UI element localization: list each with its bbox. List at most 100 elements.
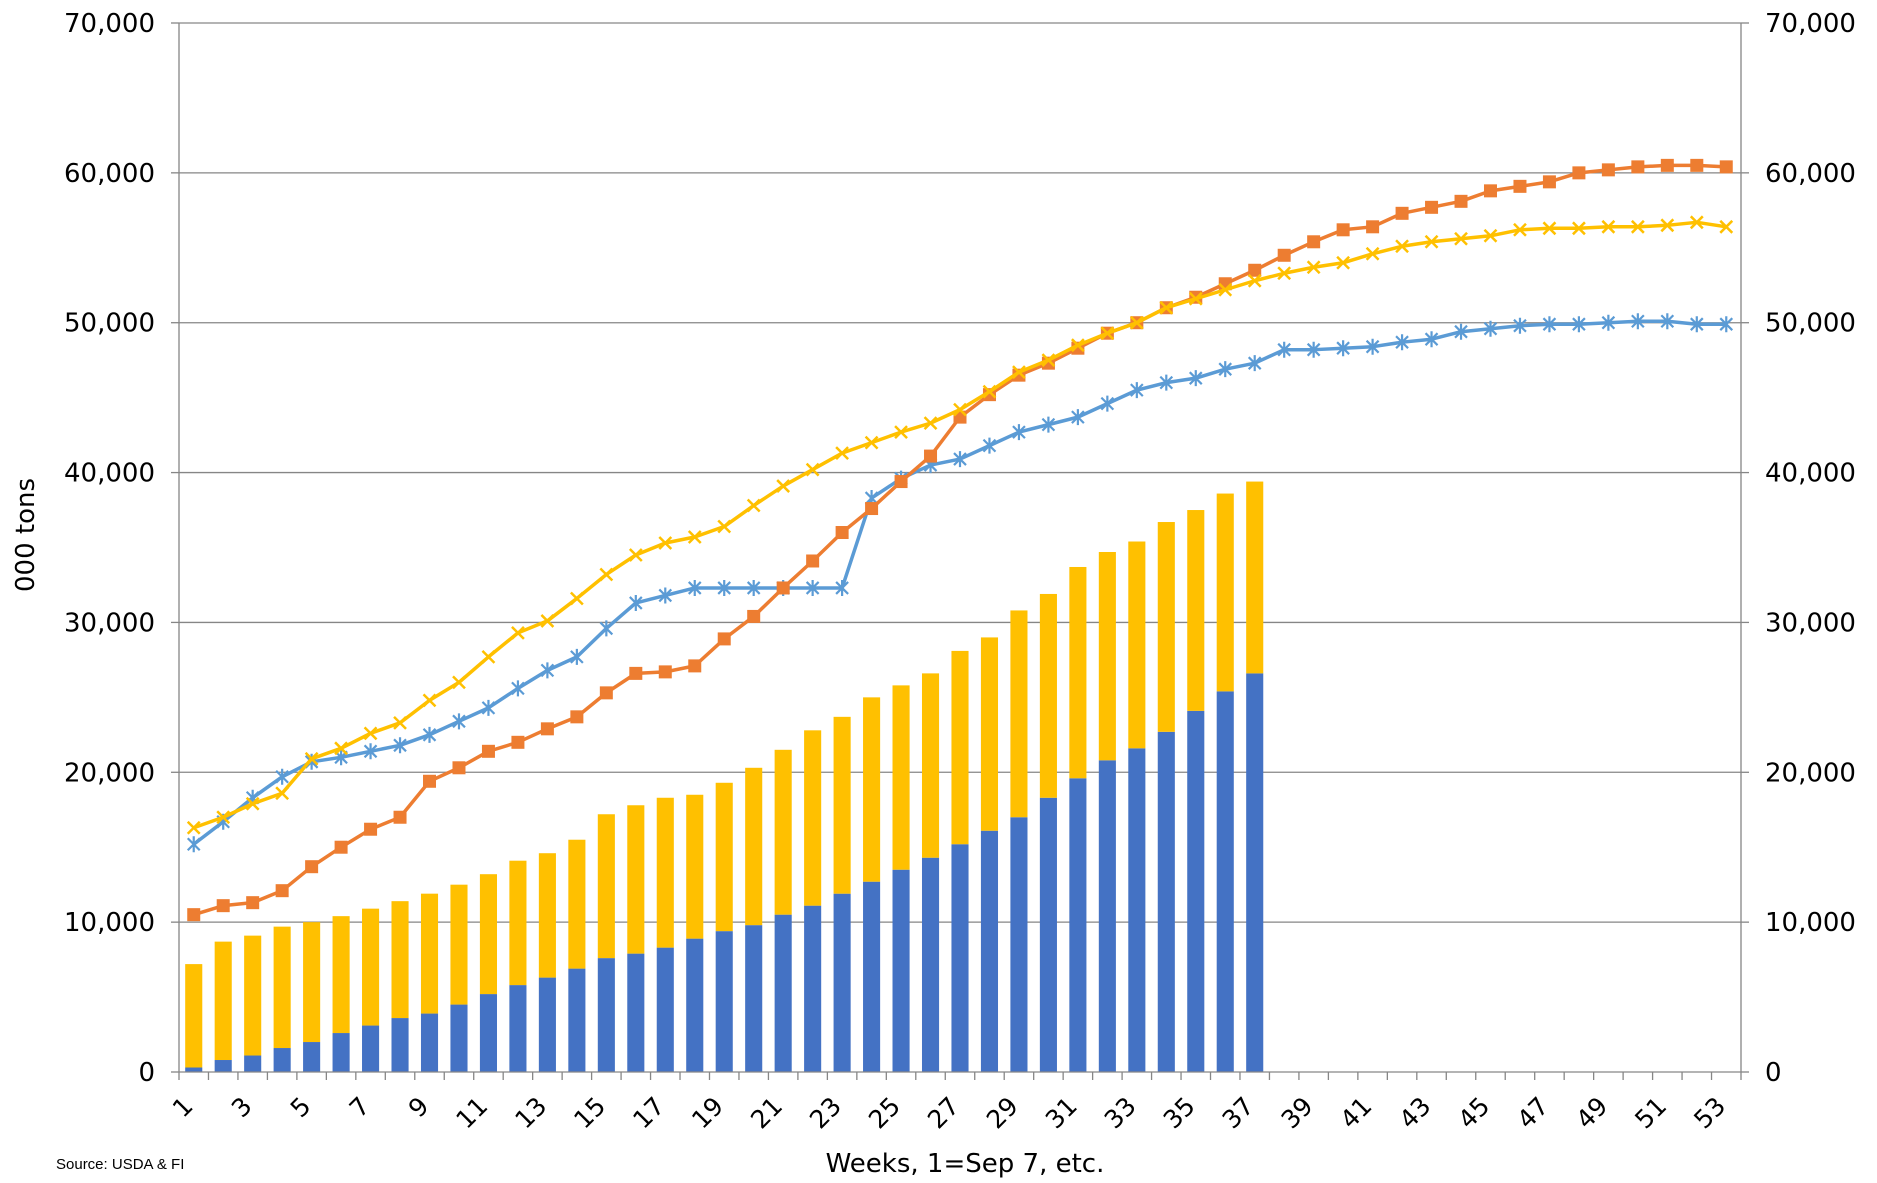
line-point — [1395, 206, 1409, 220]
line-point — [1572, 316, 1586, 333]
line-point — [452, 675, 466, 690]
line-point — [746, 579, 761, 596]
bar-bottom — [362, 1025, 380, 1072]
line-point — [1424, 234, 1439, 249]
line-point — [363, 743, 378, 760]
line-point — [835, 579, 849, 596]
line-point — [481, 699, 496, 716]
line-point — [717, 579, 732, 596]
bar-series — [185, 481, 1264, 1072]
line-point — [1129, 315, 1144, 330]
line-point — [1306, 260, 1321, 275]
line-point — [1454, 323, 1468, 340]
line-point — [1247, 273, 1262, 288]
bar-bottom — [568, 968, 586, 1072]
bar-top — [597, 814, 615, 959]
line-point — [599, 567, 614, 582]
line-point — [1336, 223, 1350, 237]
line-point — [1719, 219, 1734, 234]
bar-top — [892, 685, 910, 870]
line-point — [1395, 239, 1409, 254]
line-point — [1690, 316, 1704, 333]
line-point — [1483, 184, 1497, 198]
y-tick-label: 20,000 — [64, 758, 155, 788]
axes — [171, 22, 1749, 1080]
line-point — [1660, 218, 1675, 233]
line-point — [1188, 291, 1203, 306]
bar-top — [1157, 522, 1175, 732]
y2-tick-label: 30,000 — [1765, 608, 1856, 638]
bar-top — [185, 964, 203, 1068]
line-point — [1336, 340, 1350, 357]
line-point — [452, 713, 466, 730]
line-point — [393, 737, 407, 754]
line-point — [1336, 255, 1351, 270]
line-point — [481, 650, 496, 664]
line-point — [1425, 200, 1439, 214]
x-tick-label: 1 — [167, 1091, 199, 1123]
x-axis: 1 3 5 7 9 11 13 15 17 19 21 23 25 27 29 31 33 35 37 39 41 43 4… — [167, 1091, 1731, 1134]
y-tick-label: 30,000 — [64, 608, 155, 638]
bar-top — [980, 637, 999, 831]
bar-top — [1039, 593, 1057, 798]
bar-bottom — [804, 905, 822, 1072]
line-point — [629, 594, 643, 611]
line-point — [275, 768, 289, 785]
x-tick-label: 37 — [1217, 1091, 1260, 1134]
x-tick-label: 7 — [344, 1091, 376, 1123]
bar-bottom — [273, 1048, 291, 1072]
line-point — [1395, 334, 1409, 351]
bar-top — [1098, 551, 1116, 761]
line-point — [305, 860, 319, 874]
line-point — [1277, 248, 1291, 262]
x-tick-label: 35 — [1158, 1091, 1201, 1134]
line-point — [629, 666, 643, 680]
bar-top — [332, 916, 350, 1034]
line-point — [1689, 215, 1704, 230]
bar-bottom — [1187, 710, 1205, 1072]
bar-bottom — [833, 893, 851, 1072]
line-point — [717, 519, 732, 534]
bar-bottom — [774, 914, 792, 1072]
line-point — [1631, 160, 1645, 174]
bar-bottom — [921, 857, 940, 1072]
line-point — [599, 620, 614, 637]
x-tick-label: 15 — [568, 1091, 611, 1134]
bar-top — [951, 650, 969, 845]
line-point — [275, 884, 289, 898]
line-point — [216, 810, 231, 825]
bar-top — [420, 893, 439, 1014]
line-point — [894, 425, 908, 439]
y-tick-label: 70,000 — [64, 9, 155, 39]
bar-top — [774, 749, 792, 915]
line-point — [687, 530, 702, 544]
x-tick-label: 27 — [922, 1091, 965, 1134]
line-point — [511, 626, 525, 640]
bar-top — [1216, 493, 1234, 692]
x-tick-label: 31 — [1040, 1091, 1083, 1134]
x-tick-label: 51 — [1629, 1091, 1672, 1134]
bar-bottom — [1069, 778, 1087, 1072]
line-point — [717, 632, 731, 646]
line-point — [186, 820, 201, 835]
line-point — [393, 715, 407, 730]
bar-top — [1128, 541, 1146, 749]
bar-bottom — [303, 1042, 321, 1072]
y-axis-title: 000 tons — [11, 478, 41, 592]
y-axis-left: 0 10,000 20,000 30,000 40,000 50,000 60,000 70,… — [64, 9, 155, 1088]
line-point — [304, 751, 319, 766]
line-point — [658, 536, 673, 550]
line-point — [187, 908, 201, 922]
line-point — [1454, 194, 1468, 208]
x-tick-label: 21 — [745, 1091, 788, 1134]
line-point — [569, 591, 584, 606]
line-point — [1601, 219, 1616, 234]
x-tick-label: 33 — [1099, 1091, 1142, 1134]
line-point — [1365, 246, 1380, 261]
bar-bottom — [951, 844, 969, 1072]
bar-bottom — [863, 881, 881, 1072]
line-point — [1159, 374, 1174, 391]
bar-bottom — [1246, 673, 1264, 1072]
y-axis-right: 0 10,000 20,000 30,000 40,000 50,000 60,000 70,… — [1765, 9, 1856, 1088]
x-tick-label: 13 — [509, 1091, 552, 1134]
